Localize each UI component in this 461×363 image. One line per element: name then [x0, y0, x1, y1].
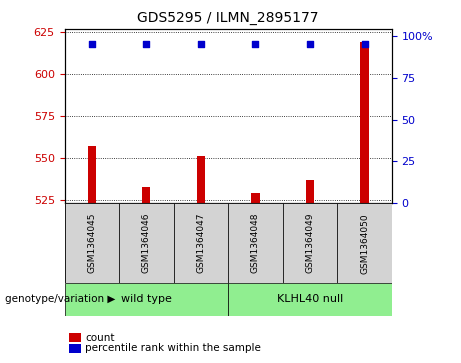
Bar [119, 203, 174, 283]
Point [361, 41, 368, 47]
Point [197, 41, 205, 47]
Text: wild type: wild type [121, 294, 172, 305]
Text: count: count [85, 333, 115, 343]
Text: GSM1364047: GSM1364047 [196, 213, 206, 273]
Text: GSM1364046: GSM1364046 [142, 213, 151, 273]
Title: GDS5295 / ILMN_2895177: GDS5295 / ILMN_2895177 [137, 11, 319, 25]
Bar [197, 156, 205, 203]
Bar [283, 203, 337, 283]
Text: GSM1364049: GSM1364049 [306, 213, 314, 273]
Bar [228, 283, 392, 316]
Text: genotype/variation ▶: genotype/variation ▶ [5, 294, 115, 305]
Bar [306, 180, 314, 203]
Bar [88, 146, 96, 203]
Text: percentile rank within the sample: percentile rank within the sample [85, 343, 261, 354]
Bar [65, 203, 119, 283]
Bar [361, 42, 369, 203]
Bar [337, 203, 392, 283]
Text: GSM1364048: GSM1364048 [251, 213, 260, 273]
Text: GSM1364045: GSM1364045 [87, 213, 96, 273]
Point [306, 41, 313, 47]
Bar [65, 283, 228, 316]
Point [88, 41, 95, 47]
Text: KLHL40 null: KLHL40 null [277, 294, 343, 305]
Point [142, 41, 150, 47]
Bar [228, 203, 283, 283]
Bar [251, 193, 260, 203]
Text: GSM1364050: GSM1364050 [360, 213, 369, 274]
Bar [142, 187, 150, 203]
Bar [174, 203, 228, 283]
Point [252, 41, 259, 47]
